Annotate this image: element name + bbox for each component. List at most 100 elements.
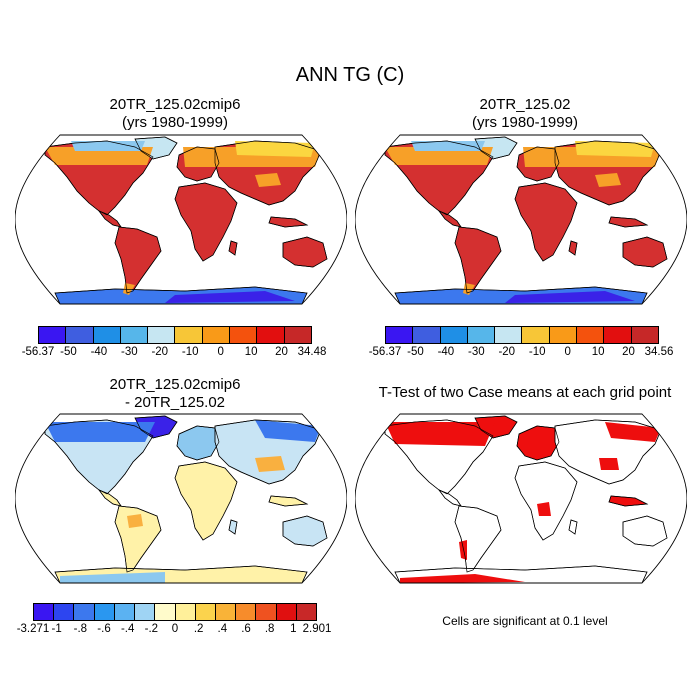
colorbar-cell bbox=[175, 327, 203, 343]
panel4-title: T-Test of two Case means at each grid po… bbox=[355, 384, 695, 402]
coastline-namerica bbox=[384, 140, 494, 216]
antarctic-signif bbox=[400, 574, 525, 583]
coastline-namerica bbox=[44, 140, 154, 216]
coastline-samerica bbox=[454, 226, 502, 294]
coastline-europe bbox=[176, 146, 220, 182]
colorbar-tick-label: -20 bbox=[498, 346, 516, 358]
siberia-signif bbox=[605, 422, 661, 442]
colorbar-tick-label: -1 bbox=[51, 623, 62, 635]
antarctic-interior bbox=[505, 291, 635, 303]
coastline-indonesia bbox=[608, 216, 649, 228]
colorbar-tick-label: -20 bbox=[151, 346, 169, 358]
colorbar-cell bbox=[74, 604, 95, 620]
colorbar-tick-label: -56.37 bbox=[21, 346, 55, 358]
colorbar-tick-label: 1 bbox=[290, 623, 297, 635]
land-layer bbox=[384, 136, 668, 304]
panel1-title-line1: 20TR_125.02cmip6 bbox=[109, 96, 241, 113]
map-border bbox=[15, 413, 347, 584]
coastline-europe bbox=[176, 425, 220, 461]
africa-signif bbox=[537, 502, 551, 516]
panel3-title: 20TR_125.02cmip6 - 20TR_125.02 bbox=[20, 376, 330, 412]
coastline-europe bbox=[516, 146, 560, 182]
panel1-title-line2: (yrs 1980-1999) bbox=[122, 114, 228, 131]
siberia-blue-band bbox=[255, 420, 321, 442]
coastline-asia bbox=[554, 419, 662, 485]
colorbar-cell bbox=[276, 604, 297, 620]
colorbar-tick-label: 10 bbox=[244, 346, 258, 358]
colorbar-cell bbox=[93, 327, 121, 343]
coastline-asia bbox=[554, 140, 662, 206]
coastline-australia bbox=[282, 236, 328, 268]
colorbar-cell bbox=[604, 327, 632, 343]
colorbar-tick-label: -56.37 bbox=[368, 346, 402, 358]
colorbar-cell bbox=[495, 327, 523, 343]
colorbar-tick-label: -.4 bbox=[120, 623, 135, 635]
colorbar-tick-label: -40 bbox=[437, 346, 455, 358]
tibet-cool-patch bbox=[595, 173, 621, 187]
colorbar-cell bbox=[631, 327, 658, 343]
land-layer bbox=[384, 415, 668, 583]
coastline-africa bbox=[514, 461, 578, 541]
siberia-cold-band bbox=[575, 141, 655, 157]
temperature-map-base bbox=[355, 134, 687, 305]
colorbar-cell bbox=[148, 327, 176, 343]
coastline-greenland bbox=[474, 415, 518, 439]
colorbar-cell bbox=[39, 327, 67, 343]
colorbar-tick-label: -.8 bbox=[73, 623, 88, 635]
colorbar-tick-label: 0 bbox=[564, 346, 571, 358]
coastline-asia bbox=[214, 140, 322, 206]
colorbar-tick-label: 0 bbox=[217, 346, 224, 358]
colorbar-tick-label: -3.271 bbox=[16, 623, 50, 635]
china-orange-patch bbox=[255, 456, 285, 472]
coastline-indonesia bbox=[268, 495, 309, 507]
colorbar-tick-label: .8 bbox=[264, 623, 275, 635]
map-border bbox=[355, 413, 687, 584]
coastline-samerica bbox=[114, 226, 162, 294]
colorbar-cell bbox=[522, 327, 550, 343]
colorbar-cell bbox=[120, 327, 149, 343]
panel4-title-line1: T-Test of two Case means at each grid po… bbox=[378, 384, 672, 401]
colorbar-tick-label: -50 bbox=[60, 346, 77, 358]
coastline-greenland bbox=[134, 136, 178, 160]
colorbar-cell bbox=[135, 604, 156, 620]
colorbar-cell bbox=[236, 604, 257, 620]
land-layer bbox=[44, 415, 328, 583]
coastline-africa bbox=[174, 461, 238, 541]
colorbar-tick-label: -50 bbox=[407, 346, 424, 358]
colorbar-tick-label: 10 bbox=[591, 346, 605, 358]
colorbar-cell bbox=[34, 604, 55, 620]
panel1-title: 20TR_125.02cmip6 (yrs 1980-1999) bbox=[20, 96, 330, 132]
coastline-asia bbox=[214, 419, 322, 485]
coastline-namerica bbox=[44, 419, 154, 495]
panel1-colorbar bbox=[38, 326, 312, 344]
coastline-greenland bbox=[134, 415, 178, 439]
panel2-title-line2: (yrs 1980-1999) bbox=[472, 114, 578, 131]
colorbar-cell bbox=[257, 327, 285, 343]
panel2-colorbar-ticks: -56.37 -50 -40 -30 -20 -10 0 10 20 34.56 bbox=[369, 346, 674, 362]
coastline-africa bbox=[174, 182, 238, 262]
panel2-title: 20TR_125.02 (yrs 1980-1999) bbox=[370, 96, 680, 132]
figure-title: ANN TG (C) bbox=[295, 64, 405, 86]
amazon-orange-patch bbox=[127, 514, 143, 528]
colorbar-tick-label: 34.56 bbox=[644, 346, 674, 358]
northern-cool-band bbox=[385, 147, 493, 165]
difference-map bbox=[15, 413, 347, 584]
colorbar-cell bbox=[467, 327, 496, 343]
coastline-australia bbox=[622, 515, 668, 547]
arctic-cold-band bbox=[411, 141, 485, 151]
colorbar-tick-label: .2 bbox=[193, 623, 204, 635]
colorbar-cell bbox=[215, 604, 237, 620]
panel2-title-line1: 20TR_125.02 bbox=[479, 96, 571, 113]
tibet-cool-patch bbox=[255, 173, 281, 187]
northern-cool-band bbox=[45, 147, 153, 165]
antarctic-interior bbox=[165, 291, 295, 303]
colorbar-cell bbox=[284, 327, 311, 343]
coastline-namerica bbox=[384, 419, 494, 495]
panel1-colorbar-ticks: -56.37 -50 -40 -30 -20 -10 0 10 20 34.48 bbox=[22, 346, 327, 362]
panel3-colorbar bbox=[33, 603, 317, 621]
colorbar-cell bbox=[175, 604, 196, 620]
colorbar-cell bbox=[549, 327, 578, 343]
colorbar-tick-label: 20 bbox=[275, 346, 288, 358]
coastline-madagascar bbox=[568, 240, 578, 256]
colorbar-tick-label: 34.48 bbox=[297, 346, 327, 358]
